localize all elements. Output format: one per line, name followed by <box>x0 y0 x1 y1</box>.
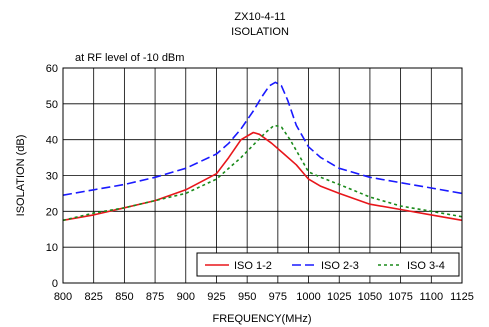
series-line-1 <box>62 131 463 222</box>
legend-label-3: ISO 3-4 <box>407 260 445 272</box>
series-line-3 <box>62 124 463 222</box>
legend: ISO 1-2 ISO 2-3 ISO 3-4 <box>196 252 460 277</box>
grid-lines <box>62 67 463 284</box>
x-tick-label: 825 <box>85 291 103 303</box>
legend-label-1: ISO 1-2 <box>234 260 272 272</box>
legend-label-2: ISO 2-3 <box>321 260 359 272</box>
x-tick-label: 875 <box>146 291 164 303</box>
x-tick-label: 1000 <box>296 291 320 303</box>
x-tick-label: 1075 <box>388 291 412 303</box>
chart-subtitle: ISOLATION <box>231 26 289 38</box>
x-tick-label: 1025 <box>327 291 351 303</box>
x-tick-label: 1100 <box>419 291 443 303</box>
series-lines <box>62 81 463 222</box>
y-tick-label: 40 <box>46 135 58 147</box>
x-tick-label: 1050 <box>358 291 382 303</box>
chart-annotation: at RF level of -10 dBm <box>75 52 184 64</box>
x-tick-label: 900 <box>177 291 195 303</box>
chart-title: ZX10-4-11 <box>234 11 285 23</box>
plot-frame <box>62 67 463 284</box>
y-tick-label: 0 <box>52 278 58 290</box>
y-tick-label: 50 <box>46 99 58 111</box>
x-tick-label: 925 <box>207 291 225 303</box>
y-tick-labels: 0 10 20 30 40 50 60 <box>46 63 58 290</box>
y-tick-label: 20 <box>46 206 58 218</box>
x-tick-label: 975 <box>269 291 287 303</box>
y-tick-label: 10 <box>46 242 58 254</box>
x-tick-label: 1125 <box>450 291 474 303</box>
x-tick-label: 850 <box>115 291 133 303</box>
y-tick-label: 30 <box>46 171 58 183</box>
x-axis-label: FREQUENCY(MHz) <box>213 313 312 325</box>
x-tick-labels: 800 825 850 875 900 925 950 975 1000 1025 1050 1075… <box>54 291 474 303</box>
y-axis-label: ISOLATION (dB) <box>15 135 27 217</box>
y-tick-label: 60 <box>46 63 58 75</box>
series-line-2 <box>62 81 463 196</box>
legend-box <box>196 252 460 277</box>
x-tick-label: 950 <box>238 291 256 303</box>
x-tick-label: 800 <box>54 291 72 303</box>
